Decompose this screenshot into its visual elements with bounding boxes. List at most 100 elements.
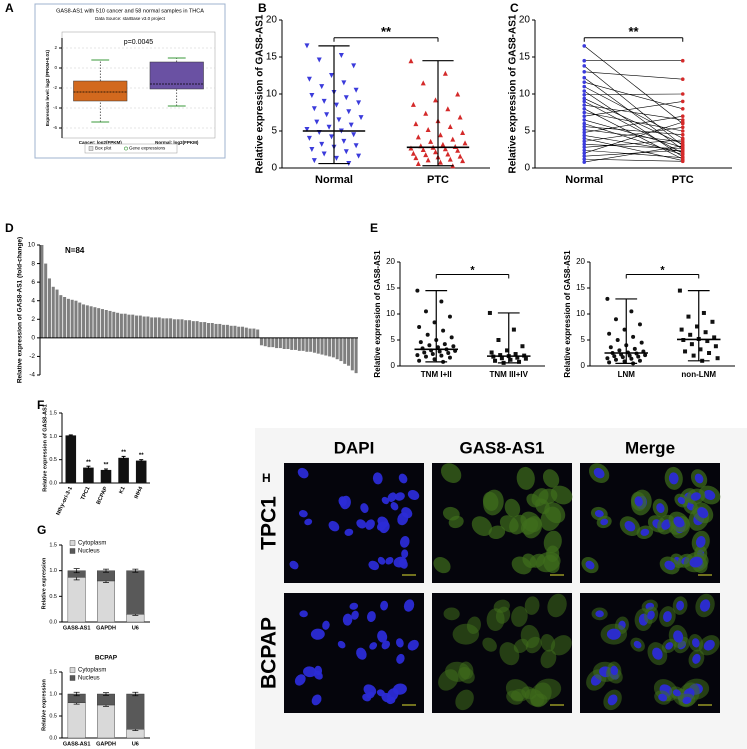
bar (282, 337, 286, 349)
x-tick-label: Cancer: log2(FPKM) (79, 140, 123, 145)
point (437, 159, 443, 165)
y-tick-label: 1.0 (49, 691, 57, 697)
pair-line (584, 123, 683, 155)
pair-line (584, 144, 683, 150)
nucleus (369, 642, 378, 650)
x-tick-label: GAS8-AS1 (63, 626, 91, 632)
y-tick-label: -2 (53, 85, 57, 90)
point (582, 142, 587, 147)
nucleus (594, 510, 604, 518)
point (489, 350, 494, 355)
panel-label: C (510, 1, 519, 15)
x-tick-label: BCPAP (96, 486, 110, 506)
point (582, 136, 587, 141)
point (304, 127, 310, 133)
bar (172, 319, 176, 338)
point (582, 64, 587, 68)
x-tick-label: U6 (132, 742, 139, 748)
point (341, 138, 347, 144)
nucleus (310, 628, 325, 640)
y-tick-label: 5 (524, 126, 530, 137)
legend-swatch (88, 146, 94, 151)
pair-line (584, 126, 683, 135)
cell-body (455, 689, 474, 711)
point (442, 146, 448, 152)
point (415, 161, 421, 167)
point (683, 349, 688, 354)
point (582, 139, 587, 144)
point (582, 114, 587, 118)
point (433, 149, 439, 155)
y-tick-label: 10 (519, 89, 531, 100)
nucleus (298, 510, 308, 518)
bar (65, 435, 77, 483)
y-tick-label: -6 (53, 125, 57, 130)
point (637, 358, 642, 363)
point (582, 92, 587, 97)
point (680, 138, 685, 142)
bar (83, 467, 94, 483)
point (425, 157, 431, 163)
nucleus (394, 492, 405, 501)
point (358, 115, 364, 121)
bar (297, 337, 301, 351)
cell-body (452, 623, 480, 645)
nucleus (365, 519, 375, 530)
nucleus (401, 507, 413, 519)
bar (244, 327, 248, 338)
y-tick-label: 10 (386, 309, 395, 318)
bar (320, 337, 324, 355)
nucleus (390, 502, 399, 511)
point (445, 151, 451, 157)
bar (309, 337, 313, 352)
point (415, 288, 420, 293)
y-tick-label: 0.0 (49, 735, 57, 741)
nucleus (692, 653, 701, 664)
bar (354, 337, 358, 374)
y-axis-label: Relative expression of GAS8-AS1 (373, 250, 382, 378)
point (319, 84, 325, 90)
point (605, 356, 610, 361)
y-tick-label: 4 (31, 297, 35, 304)
y-tick-label: 0.5 (49, 457, 57, 463)
point (316, 57, 322, 63)
point (582, 127, 587, 132)
point (613, 317, 618, 322)
nucleus (314, 665, 323, 676)
y-tick-label: 0 (581, 361, 586, 370)
cell-body (513, 638, 529, 654)
y-tick-label: 1.0 (49, 434, 57, 440)
significance: * (660, 264, 665, 276)
point (582, 148, 587, 153)
nucleus (640, 528, 650, 536)
bar (74, 300, 78, 338)
point (415, 134, 421, 140)
point (455, 147, 461, 153)
cell-body (521, 686, 537, 700)
bar (93, 307, 97, 338)
point (617, 348, 622, 353)
point (613, 357, 618, 362)
pair-line (584, 139, 683, 148)
point (637, 322, 642, 327)
point (418, 340, 423, 345)
bar (112, 311, 116, 338)
legend-label: Gene expressions (129, 146, 166, 151)
point (582, 80, 587, 84)
nucleus (304, 518, 313, 526)
point (351, 63, 357, 69)
legend-label: Box plot (95, 146, 112, 151)
bar (157, 317, 161, 338)
point (636, 354, 641, 359)
point (356, 153, 362, 159)
bar (267, 337, 271, 348)
significance: * (470, 264, 475, 276)
cell-body (526, 493, 541, 508)
point (517, 359, 522, 364)
point (701, 310, 706, 315)
nucleus (356, 519, 367, 529)
nucleus (338, 496, 347, 507)
point (612, 354, 617, 359)
nucleus (289, 560, 299, 570)
point (341, 80, 347, 86)
